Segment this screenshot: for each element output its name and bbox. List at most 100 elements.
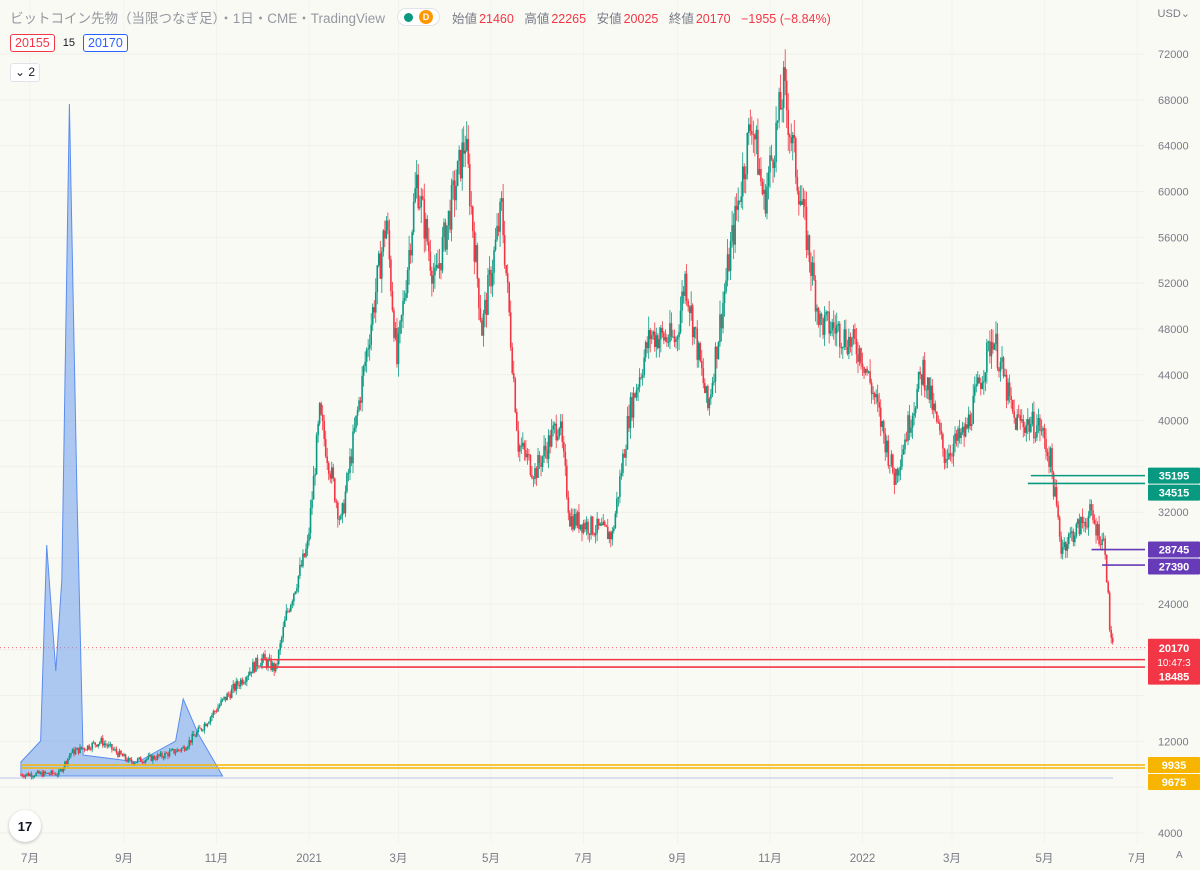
candle-body — [849, 336, 852, 347]
candle-body — [323, 421, 325, 439]
candle-body — [305, 548, 307, 557]
candle-body — [793, 134, 796, 139]
candle-body — [898, 469, 900, 476]
candle-body — [1014, 417, 1017, 430]
candle-body — [772, 159, 774, 168]
candle-body — [1046, 451, 1049, 457]
candle-body — [608, 532, 611, 540]
change-value: −1955 (−8.84%) — [741, 11, 831, 26]
candle-body — [1104, 538, 1106, 555]
candle-body — [475, 245, 477, 262]
x-tick-label: 9月 — [669, 853, 687, 865]
candle-body — [440, 263, 442, 271]
candle-body — [708, 398, 711, 409]
level-price-label — [1148, 558, 1200, 575]
buy-price-button[interactable]: 20170 — [83, 34, 128, 52]
spread-value: 15 — [62, 37, 76, 49]
candle-body — [353, 427, 356, 432]
candle-body — [1101, 539, 1103, 545]
candle-body — [138, 757, 140, 759]
candle-body — [367, 348, 369, 350]
candle-body — [602, 521, 605, 526]
tradingview-logo-icon[interactable]: 17 — [9, 810, 41, 842]
candle-body — [790, 137, 793, 144]
sell-price-button[interactable]: 20155 — [10, 34, 55, 52]
candle-body — [1099, 544, 1102, 545]
candle-body — [951, 455, 953, 457]
candle-body — [693, 327, 695, 338]
candle-body — [629, 397, 632, 429]
candle-body — [811, 262, 814, 276]
currency-label[interactable]: USD⌄ — [1158, 7, 1190, 20]
candle-body — [108, 744, 110, 747]
candle-body — [405, 293, 407, 299]
candle-body — [587, 521, 589, 534]
candle-body — [846, 347, 849, 355]
candle-body — [970, 423, 973, 426]
candle-body — [716, 346, 718, 359]
candle-body — [1075, 523, 1078, 536]
candle-body — [1052, 472, 1055, 497]
candle-body — [309, 508, 312, 534]
candle-body — [76, 747, 78, 750]
candle-body — [412, 201, 415, 233]
candle-body — [365, 349, 368, 362]
candle-body — [296, 588, 298, 592]
candle-body — [183, 746, 186, 751]
candle-body — [124, 754, 127, 760]
volume-area — [0, 103, 1113, 779]
collapse-indicators-button[interactable]: ⌄ 2 — [10, 63, 41, 82]
candle-body — [459, 149, 462, 179]
candle-body — [62, 767, 65, 772]
candle-body — [299, 564, 301, 576]
candle-body — [191, 734, 194, 743]
candle-body — [861, 363, 864, 367]
candle-body — [854, 329, 856, 340]
candle-body — [904, 439, 906, 450]
candle-body — [697, 343, 700, 360]
candle-body — [162, 756, 165, 758]
candle-body — [147, 755, 150, 759]
candle-body — [196, 732, 198, 737]
candle-body — [675, 339, 677, 342]
candle-body — [1063, 542, 1066, 548]
candle-body — [707, 386, 709, 409]
candle-body — [70, 753, 72, 756]
candle-body — [36, 771, 39, 774]
market-status[interactable]: D — [397, 8, 441, 26]
candle-body — [664, 337, 667, 341]
candle-body — [556, 436, 559, 441]
symbol-title[interactable]: ビットコイン先物（当限つなぎ足）・1日・CME・TradingView — [10, 11, 386, 26]
candle-body — [937, 421, 940, 423]
candle-body — [91, 742, 93, 750]
candle-body — [224, 696, 227, 701]
candle-body — [44, 771, 46, 774]
candle-body — [35, 773, 37, 777]
candle-body — [555, 423, 558, 441]
candle-body — [875, 394, 877, 398]
candle-body — [226, 693, 228, 701]
candle-body — [321, 414, 324, 422]
y-tick-label: 56000 — [1158, 232, 1189, 244]
candle-body — [338, 519, 341, 520]
candle-body — [816, 308, 818, 312]
candle-body — [493, 250, 495, 273]
candle-body — [559, 421, 562, 429]
candle-body — [185, 748, 187, 751]
candle-body — [887, 440, 890, 466]
candle-body — [371, 307, 374, 325]
auto-scale-button[interactable]: A — [1176, 850, 1183, 861]
candle-body — [467, 138, 470, 165]
candle-body — [1074, 535, 1076, 543]
candle-body — [952, 443, 955, 457]
candle-body — [570, 516, 573, 527]
candle-body — [872, 393, 874, 394]
candle-body — [776, 120, 779, 123]
candle-body — [892, 454, 894, 473]
candle-body — [434, 267, 436, 276]
candle-body — [791, 134, 794, 144]
candle-body — [619, 476, 621, 497]
candle-body — [235, 681, 238, 691]
candle-body — [910, 427, 912, 433]
